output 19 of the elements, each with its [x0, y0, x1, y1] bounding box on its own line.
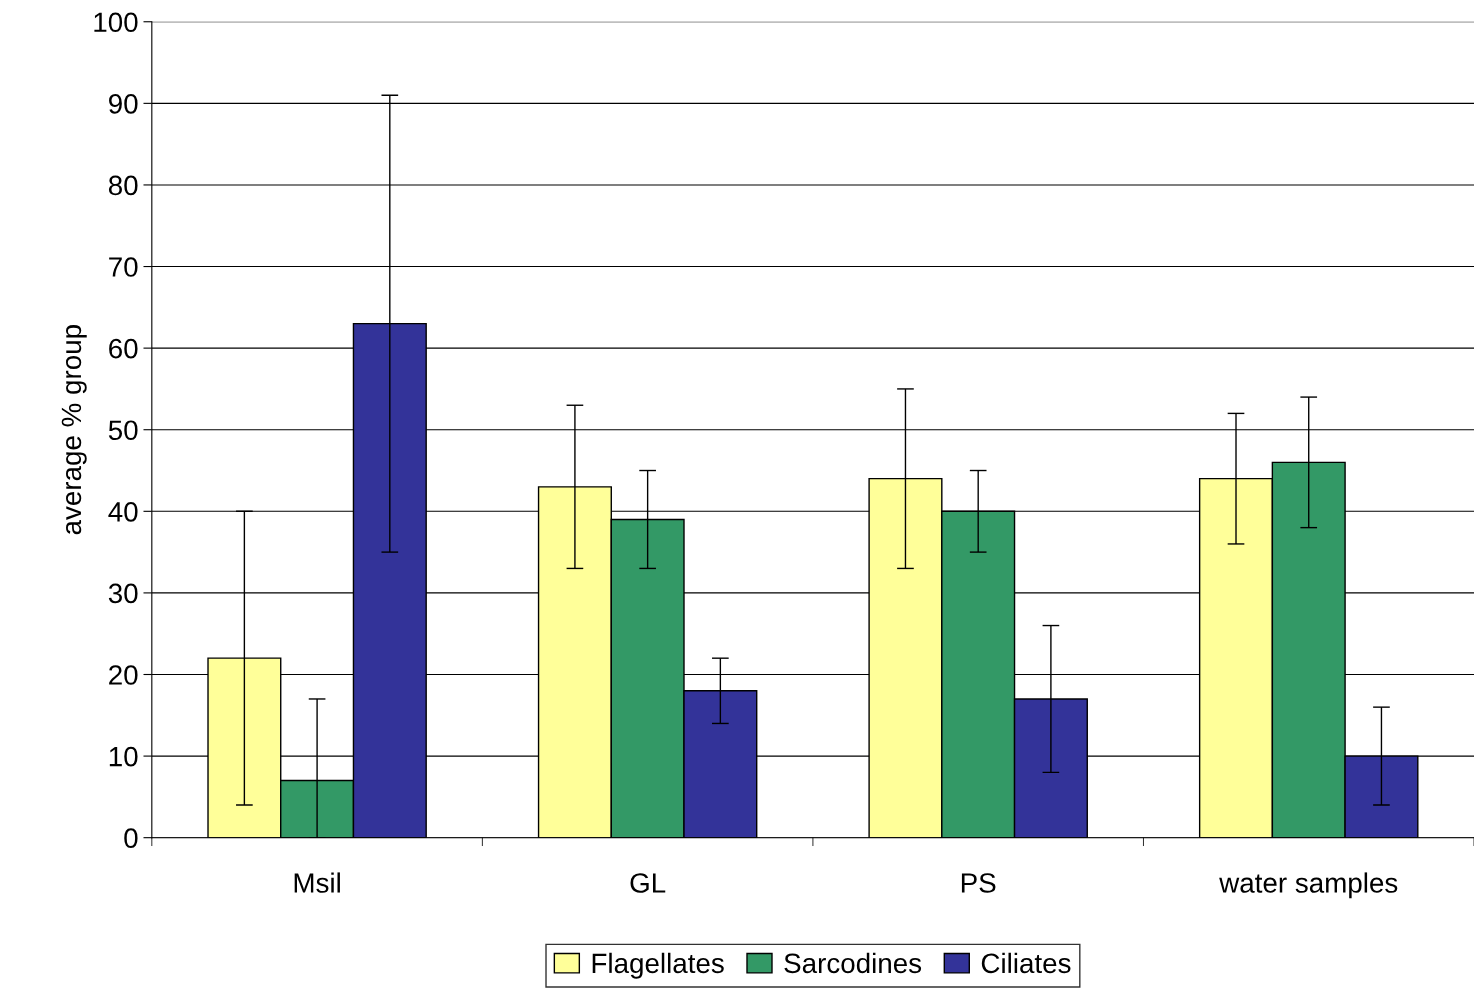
y-tick-label: 90 [109, 94, 138, 114]
y-tick-label: 50 [108, 420, 138, 441]
y-tick-label: 0 [124, 828, 138, 849]
y-tick-label: 60 [109, 338, 138, 359]
legend-label: Sarcodines [784, 952, 922, 974]
y-axis-title: average % group [61, 325, 87, 535]
legend-label: Flagellates [592, 952, 724, 979]
y-tick-label: 70 [109, 257, 138, 277]
legend-label: Ciliates [981, 952, 1071, 974]
x-tick-label: GL [630, 873, 666, 893]
x-tick-label: PS [961, 873, 996, 893]
y-tick-label: 100 [94, 12, 138, 33]
y-tick-label: 30 [108, 583, 138, 604]
x-tick-label: Msil [294, 872, 340, 893]
y-tick-label: 20 [109, 665, 138, 685]
y-tick-label: 10 [109, 746, 138, 767]
y-tick-label: 80 [108, 175, 138, 196]
x-tick-label: water samples [1219, 872, 1398, 899]
y-tick-label: 40 [108, 501, 138, 522]
